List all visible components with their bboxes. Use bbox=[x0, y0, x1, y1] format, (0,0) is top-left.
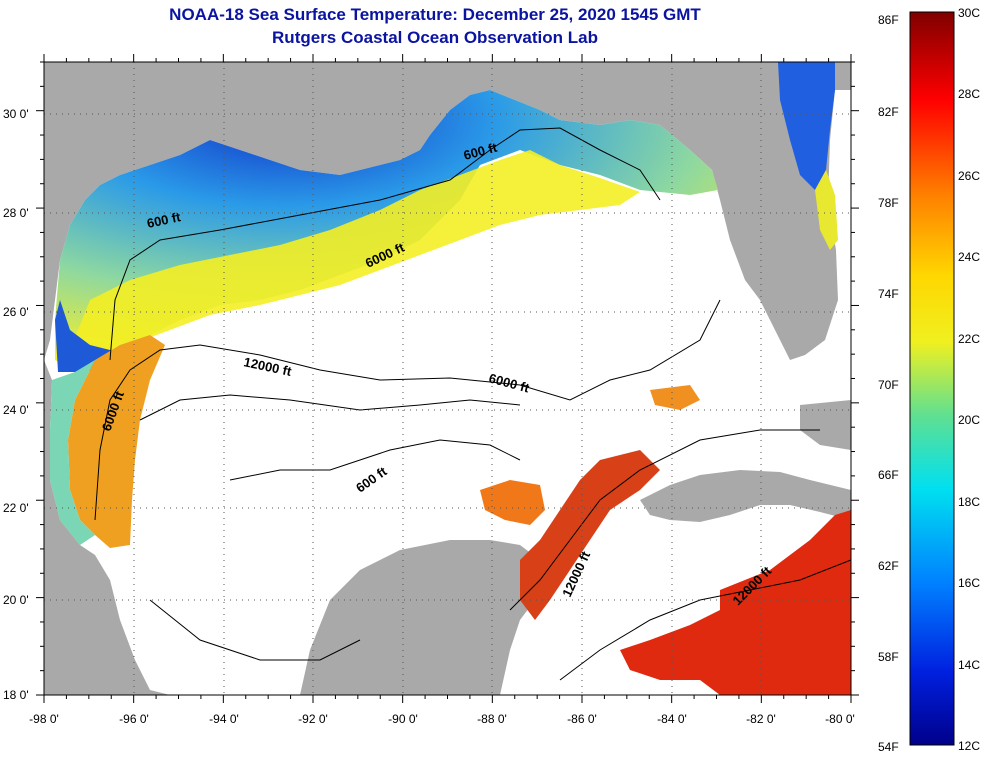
colorbar-c-label: 16C bbox=[958, 576, 980, 590]
colorbar-c-label: 30C bbox=[958, 6, 980, 20]
x-tick-label: -90 0' bbox=[388, 712, 418, 726]
colorbar-c-label: 22C bbox=[958, 332, 980, 346]
colorbar-f-labels: 86F 82F 78F 74F 70F 66F 62F 58F 54F bbox=[878, 13, 899, 754]
x-tick-label: -98 0' bbox=[29, 712, 59, 726]
colorbar bbox=[909, 11, 955, 746]
sst-mid-shelf bbox=[70, 150, 640, 372]
colorbar-f-label: 70F bbox=[878, 378, 899, 392]
colorbar-f-label: 66F bbox=[878, 468, 899, 482]
map-subtitle: Rutgers Coastal Ocean Observation Lab bbox=[272, 28, 598, 47]
y-tick-label: 18 0' bbox=[3, 688, 29, 702]
land-yucatan bbox=[300, 540, 545, 695]
land-cuba-west bbox=[800, 400, 851, 450]
x-tick-label: -96 0' bbox=[119, 712, 149, 726]
sst-caribbean-hot bbox=[620, 510, 851, 695]
contour-label: 600 ft bbox=[146, 209, 183, 231]
x-axis-labels: -98 0' -96 0' -94 0' -92 0' -90 0' -88 0… bbox=[29, 712, 855, 726]
x-tick-label: -88 0' bbox=[477, 712, 507, 726]
sst-florida-yellow bbox=[815, 170, 838, 250]
sst-texas-coast bbox=[55, 300, 120, 372]
x-tick-label: -84 0' bbox=[657, 712, 687, 726]
colorbar-f-label: 74F bbox=[878, 287, 899, 301]
y-tick-label: 26 0' bbox=[3, 305, 29, 319]
sst-yucatan-channel bbox=[520, 450, 660, 620]
land-mexico bbox=[44, 360, 170, 695]
x-tick-label: -86 0' bbox=[567, 712, 597, 726]
land-cuba bbox=[640, 470, 851, 522]
colorbar-f-label: 82F bbox=[878, 105, 899, 119]
map-title: NOAA-18 Sea Surface Temperature: Decembe… bbox=[169, 5, 701, 24]
y-tick-label: 22 0' bbox=[3, 501, 29, 515]
sst-patch-east bbox=[650, 385, 700, 410]
y-tick-label: 24 0' bbox=[3, 403, 29, 417]
x-tick-label: -92 0' bbox=[298, 712, 328, 726]
sst-western-warm bbox=[68, 335, 165, 548]
sst-loop-patch bbox=[480, 480, 545, 525]
colorbar-f-label: 58F bbox=[878, 650, 899, 664]
colorbar-f-label: 54F bbox=[878, 740, 899, 754]
colorbar-f-label: 86F bbox=[878, 13, 899, 27]
y-tick-label: 28 0' bbox=[3, 206, 29, 220]
colorbar-f-label: 62F bbox=[878, 559, 899, 573]
colorbar-c-label: 14C bbox=[958, 658, 980, 672]
x-tick-label: -94 0' bbox=[209, 712, 239, 726]
sst-florida-coast bbox=[778, 62, 835, 190]
y-axis-labels: 30 0' 28 0' 26 0' 24 0' 22 0' 20 0' 18 0… bbox=[3, 107, 29, 702]
land-us-coast bbox=[44, 62, 851, 360]
bathymetry-contours bbox=[94, 127, 851, 681]
axis-ticks bbox=[36, 54, 859, 703]
x-tick-label: -80 0' bbox=[825, 712, 855, 726]
sst-mexico-coast bbox=[50, 360, 95, 545]
colorbar-c-label: 20C bbox=[958, 413, 980, 427]
x-tick-label: -82 0' bbox=[746, 712, 776, 726]
y-tick-label: 20 0' bbox=[3, 593, 29, 607]
colorbar-c-label: 12C bbox=[958, 739, 980, 753]
colorbar-f-label: 78F bbox=[878, 196, 899, 210]
graticule bbox=[44, 62, 851, 695]
colorbar-c-label: 28C bbox=[958, 87, 980, 101]
colorbar-c-label: 18C bbox=[958, 495, 980, 509]
y-tick-label: 30 0' bbox=[3, 107, 29, 121]
colorbar-c-label: 26C bbox=[958, 169, 980, 183]
colorbar-c-labels: 30C 28C 26C 24C 22C 20C 18C 16C 14C 12C bbox=[958, 6, 980, 753]
colorbar-c-label: 24C bbox=[958, 250, 980, 264]
